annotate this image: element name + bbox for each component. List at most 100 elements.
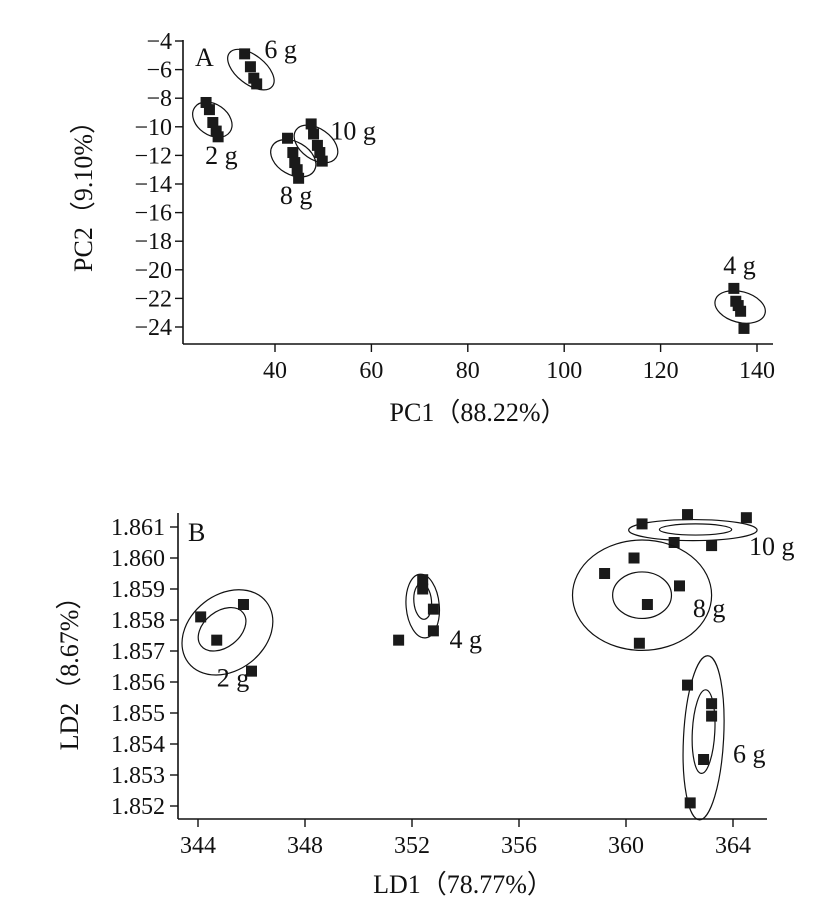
- confidence-ellipse: [181, 589, 274, 676]
- data-point: [210, 125, 222, 137]
- y-tick-label: −20: [134, 258, 172, 284]
- x-tick-label: 60: [359, 358, 383, 384]
- y-axis-title: LD2（8.67%）: [55, 584, 84, 751]
- data-point: [706, 698, 718, 710]
- x-tick-label: 352: [394, 833, 430, 859]
- data-point: [417, 574, 429, 586]
- data-point: [735, 305, 747, 317]
- data-point: [393, 634, 405, 646]
- x-tick-label: 80: [456, 358, 480, 384]
- y-tick-label: 1.852: [111, 794, 165, 820]
- confidence-ellipse: [612, 571, 673, 620]
- group-label: 2 g: [205, 141, 238, 170]
- group-label: 8 g: [693, 594, 726, 623]
- data-point: [246, 665, 257, 677]
- data-point: [314, 147, 326, 159]
- data-point: [291, 164, 303, 176]
- y-tick-label: −6: [146, 58, 172, 84]
- group-label: 10 g: [330, 117, 376, 146]
- data-point: [308, 128, 320, 140]
- confidence-ellipse: [192, 101, 233, 138]
- y-tick-label: 1.857: [111, 639, 165, 665]
- y-tick-label: 1.854: [111, 732, 165, 758]
- data-point: [427, 603, 439, 615]
- data-point: [200, 96, 212, 108]
- data-point: [212, 131, 224, 143]
- y-tick-label: 1.858: [111, 608, 165, 634]
- data-point: [738, 322, 750, 334]
- y-tick-label: −8: [146, 86, 172, 112]
- data-point: [427, 625, 439, 637]
- y-tick-label: −22: [134, 286, 172, 312]
- data-point: [244, 61, 256, 73]
- x-tick-label: 120: [643, 358, 679, 384]
- y-tick-label: −14: [134, 172, 172, 198]
- y-tick-label: −10: [134, 115, 172, 141]
- x-tick-label: 100: [546, 358, 582, 384]
- data-point: [682, 679, 694, 691]
- data-point: [706, 710, 718, 722]
- y-tick-label: −24: [134, 315, 172, 341]
- x-axis-title: LD1（78.77%）: [373, 870, 553, 899]
- confidence-ellipse: [658, 523, 733, 536]
- data-point: [239, 48, 251, 60]
- data-point: [740, 512, 752, 524]
- data-point: [195, 611, 207, 623]
- x-tick-label: 356: [501, 833, 537, 859]
- data-point: [289, 157, 301, 169]
- group-label: 8 g: [280, 181, 313, 210]
- panel-letter: A: [195, 43, 214, 72]
- data-point: [211, 634, 223, 646]
- x-axis-title: PC1（88.22%）: [390, 398, 567, 427]
- data-point: [287, 147, 299, 159]
- confidence-ellipse: [571, 539, 713, 651]
- panel-a: A 40 60 80 100 120 140 −4 −6−8 −10−12 −14 −16−18 −20…: [69, 29, 775, 427]
- data-point: [706, 540, 718, 552]
- data-point: [237, 599, 249, 610]
- panel-letter: B: [188, 518, 205, 547]
- confidence-ellipse: [270, 138, 317, 178]
- data-point: [728, 282, 740, 294]
- data-point: [203, 104, 215, 116]
- y-axis-title: PC2（9.10%）: [69, 108, 98, 272]
- data-point: [682, 509, 694, 521]
- data-point: [599, 568, 611, 579]
- y-tick-label: 1.856: [111, 670, 165, 696]
- data-point: [417, 583, 429, 595]
- confidence-ellipse: [691, 689, 716, 774]
- data-point: [732, 300, 744, 312]
- data-point: [248, 72, 260, 84]
- data-point: [636, 518, 648, 530]
- confidence-ellipse: [682, 655, 725, 821]
- x-tick-label: 364: [715, 833, 751, 859]
- data-point: [674, 580, 685, 592]
- data-point: [698, 754, 710, 765]
- confidence-ellipse: [628, 518, 758, 542]
- group-label: 2 g: [217, 664, 250, 693]
- group-label: 6 g: [264, 35, 297, 64]
- x-tick-label: 140: [739, 358, 775, 384]
- y-tick-label: 1.861: [111, 515, 165, 541]
- data-point: [293, 172, 305, 184]
- data-point: [311, 139, 323, 151]
- confidence-ellipse: [714, 290, 766, 324]
- panel-b: B 344 348 352 356 360 364 1.861 1.860 1.859 1.858 1…: [55, 509, 795, 899]
- data-point: [305, 118, 317, 130]
- x-tick-label: 348: [287, 833, 323, 859]
- data-point: [641, 599, 653, 610]
- data-point: [251, 78, 263, 90]
- data-point: [282, 132, 294, 144]
- data-point: [633, 637, 645, 649]
- group-label: 6 g: [733, 740, 766, 769]
- confidence-ellipse: [227, 48, 275, 91]
- confidence-ellipse: [293, 124, 339, 164]
- y-tick-label: −4: [146, 29, 172, 55]
- group-label: 4 g: [449, 625, 482, 654]
- y-tick-label: 1.860: [111, 546, 165, 572]
- y-tick-label: −12: [134, 143, 172, 169]
- x-tick-label: 360: [608, 833, 644, 859]
- x-tick-label: 40: [263, 358, 287, 384]
- data-point: [668, 537, 680, 548]
- data-point: [207, 117, 219, 129]
